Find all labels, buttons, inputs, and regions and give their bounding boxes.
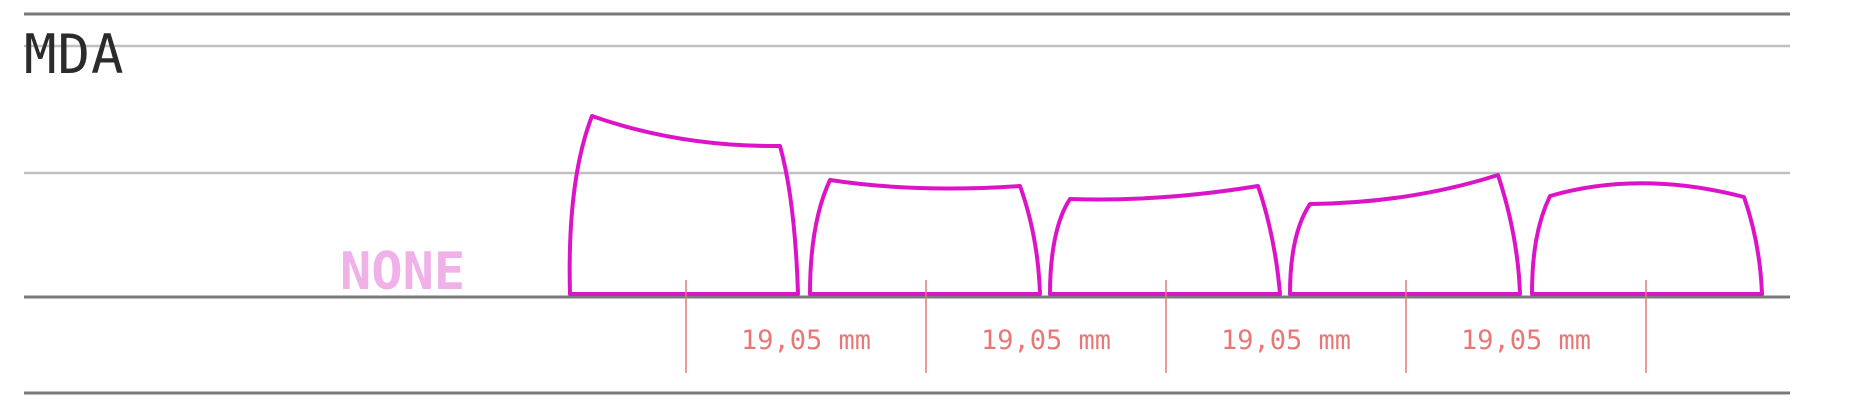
keycap-row-4 xyxy=(1288,173,1522,296)
keycap-row-2 xyxy=(808,178,1042,296)
keycap-row-5 xyxy=(1530,181,1764,296)
dimension-label-3: 19,05 mm xyxy=(1221,325,1351,356)
profile-title: MDA xyxy=(24,23,125,86)
dimension-label-2: 19,05 mm xyxy=(981,325,1111,356)
dimension-label-1: 19,05 mm xyxy=(741,325,871,356)
keycap-row-1 xyxy=(567,114,800,296)
sculpt-label: NONE xyxy=(340,242,466,302)
dimension-label-4: 19,05 mm xyxy=(1461,325,1591,356)
keycap-row-3 xyxy=(1048,184,1282,296)
